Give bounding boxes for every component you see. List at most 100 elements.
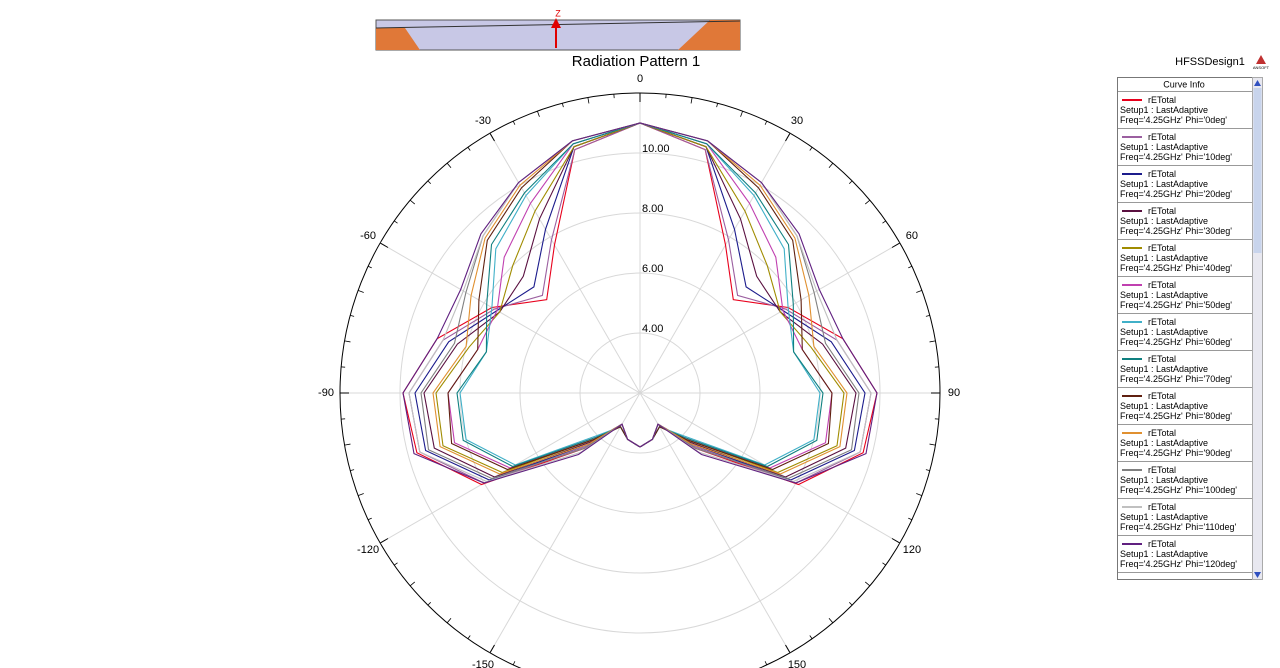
grid-spoke	[489, 132, 641, 394]
minor-tick	[828, 617, 834, 624]
minor-tick	[809, 147, 813, 151]
legend-name: rETotal	[1148, 465, 1176, 475]
minor-tick	[409, 199, 416, 205]
r-tick-label: 4.00	[642, 323, 663, 335]
minor-tick	[849, 180, 853, 184]
axis-label: Z	[555, 8, 561, 18]
model-part	[376, 28, 420, 50]
logo-text: ANSOFT	[1253, 65, 1270, 70]
angle-tick-label: -30	[475, 115, 491, 127]
legend-name: rETotal	[1148, 243, 1176, 253]
legend-name: rETotal	[1148, 95, 1176, 105]
minor-tick	[864, 581, 871, 587]
angle-tick-label: 150	[788, 659, 806, 668]
angle-tick-label: 90	[948, 387, 960, 399]
minor-tick	[882, 220, 886, 224]
angle-tick-label: 0	[637, 73, 643, 85]
legend-title: Curve Info	[1163, 79, 1205, 89]
angle-tick-label: 120	[903, 544, 921, 556]
minor-tick	[764, 120, 768, 125]
minor-tick	[929, 443, 936, 446]
minor-tick	[467, 147, 471, 151]
scrollbar[interactable]	[1252, 77, 1263, 580]
minor-tick	[350, 314, 355, 317]
minor-tick	[446, 617, 452, 624]
logo-icon	[1256, 55, 1266, 64]
minor-tick	[908, 265, 913, 269]
legend-setup: Setup1 : LastAdaptive	[1120, 105, 1208, 115]
legend-name: rETotal	[1148, 169, 1176, 179]
minor-tick	[344, 443, 351, 446]
angle-tick-label: 60	[906, 230, 918, 242]
legend-setup: Setup1 : LastAdaptive	[1120, 475, 1208, 485]
grid-spoke	[639, 392, 791, 654]
minor-tick	[427, 602, 431, 606]
angle-tick	[891, 538, 901, 544]
pattern-curve	[402, 122, 878, 484]
scroll-up[interactable]	[1254, 80, 1261, 86]
minor-tick	[409, 581, 416, 587]
minor-tick	[512, 120, 516, 125]
legend-label: Freq='4.25GHz' Phi='70deg'	[1120, 374, 1232, 384]
legend-label: Freq='4.25GHz' Phi='120deg'	[1120, 559, 1237, 569]
legend-name: rETotal	[1148, 428, 1176, 438]
minor-tick	[764, 661, 768, 666]
angle-tick	[489, 132, 495, 142]
design-name: HFSSDesign1	[1175, 56, 1245, 68]
angle-tick	[489, 644, 495, 654]
r-tick-label: 6.00	[642, 263, 663, 275]
angle-tick	[379, 242, 389, 248]
minor-tick	[908, 517, 913, 521]
angle-tick	[785, 644, 791, 654]
angle-tick	[891, 242, 901, 248]
legend-box	[1117, 77, 1263, 580]
minor-tick	[916, 493, 923, 496]
minor-tick	[716, 103, 719, 108]
angle-tick	[379, 538, 389, 544]
legend-name: rETotal	[1148, 317, 1176, 327]
minor-tick	[690, 97, 693, 104]
minor-tick	[394, 562, 398, 566]
legend-setup: Setup1 : LastAdaptive	[1120, 438, 1208, 448]
legend-setup: Setup1 : LastAdaptive	[1120, 216, 1208, 226]
minor-tick	[929, 340, 936, 343]
legend-label: Freq='4.25GHz' Phi='110deg'	[1120, 522, 1237, 532]
r-tick-label: 10.00	[642, 143, 670, 155]
minor-tick	[367, 517, 372, 521]
minor-tick	[367, 265, 372, 269]
legend-setup: Setup1 : LastAdaptive	[1120, 253, 1208, 263]
legend-label: Freq='4.25GHz' Phi='60deg'	[1120, 337, 1232, 347]
polar-grid: 4.00 6.00 8.00 10.00 -150 -120 -90 -60 -30 0 30 60 9…	[318, 73, 960, 668]
minor-tick	[427, 180, 431, 184]
minor-tick	[512, 661, 516, 666]
legend-setup: Setup1 : LastAdaptive	[1120, 549, 1208, 559]
legend-label: Freq='4.25GHz' Phi='50deg'	[1120, 300, 1232, 310]
minor-tick	[864, 199, 871, 205]
minor-tick	[809, 635, 813, 639]
scroll-down[interactable]	[1254, 572, 1261, 578]
angle-tick	[785, 132, 791, 142]
legend-label: Freq='4.25GHz' Phi='80deg'	[1120, 411, 1232, 421]
grid-spoke	[489, 392, 641, 654]
minor-tick	[357, 290, 364, 293]
legend-setup: Setup1 : LastAdaptive	[1120, 142, 1208, 152]
minor-tick	[587, 97, 590, 104]
legend-label: Freq='4.25GHz' Phi='100deg'	[1120, 485, 1237, 495]
scrollbar-thumb[interactable]	[1253, 88, 1262, 253]
minor-tick	[446, 162, 452, 169]
legend-name: rETotal	[1148, 391, 1176, 401]
angle-tick-label: 30	[791, 115, 803, 127]
legend-label: Freq='4.25GHz' Phi='20deg'	[1120, 189, 1232, 199]
legend-setup: Setup1 : LastAdaptive	[1120, 512, 1208, 522]
